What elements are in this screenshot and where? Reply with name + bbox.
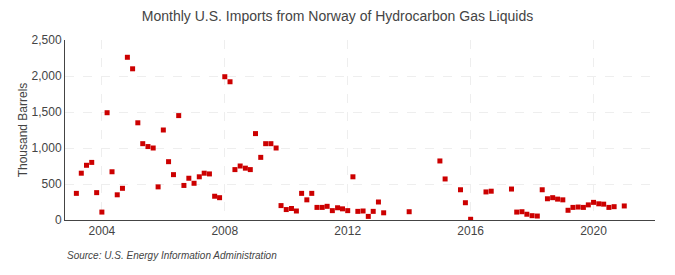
svg-text:1,500: 1,500 <box>32 105 62 119</box>
svg-text:1,000: 1,000 <box>32 141 62 155</box>
svg-text:Monthly U.S. Imports from Norw: Monthly U.S. Imports from Norway of Hydr… <box>142 8 533 24</box>
svg-text:2004: 2004 <box>89 224 116 238</box>
svg-text:2,500: 2,500 <box>32 33 62 47</box>
svg-text:500: 500 <box>42 177 62 191</box>
svg-text:Thousand Barrels: Thousand Barrels <box>16 83 30 178</box>
svg-text:2016: 2016 <box>457 224 484 238</box>
svg-text:0: 0 <box>55 213 62 227</box>
svg-text:2,000: 2,000 <box>32 69 62 83</box>
svg-text:2012: 2012 <box>334 224 361 238</box>
svg-text:Source: U.S. Energy Informatio: Source: U.S. Energy Information Administ… <box>67 250 277 261</box>
svg-text:2020: 2020 <box>580 224 607 238</box>
svg-text:2008: 2008 <box>211 224 238 238</box>
